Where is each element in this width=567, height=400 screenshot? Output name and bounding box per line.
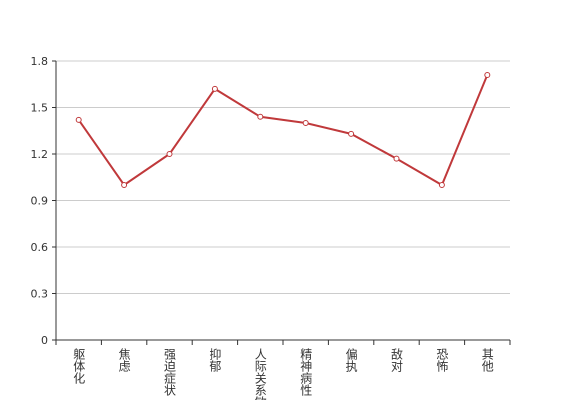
x-tick-label: 敌对 — [390, 347, 404, 372]
point — [121, 182, 128, 188]
y-tick-label: 0 — [41, 334, 48, 347]
y-tick-label: 0.9 — [31, 195, 49, 208]
x-tick-label: 抑郁 — [208, 347, 222, 373]
line — [77, 74, 489, 187]
x-tick-label: 精神病性 — [299, 348, 313, 397]
point — [75, 116, 82, 123]
point — [484, 71, 491, 78]
point — [393, 155, 400, 162]
point — [348, 130, 355, 137]
point — [166, 151, 173, 157]
point — [302, 120, 309, 126]
y-tick-label: 0.6 — [31, 241, 49, 254]
x-tick-label: 人际关系敏感 — [253, 348, 267, 400]
x-tick-label: 其他 — [480, 348, 494, 372]
x-tick-label: 恐怖 — [435, 348, 449, 372]
y-tick-label: 1.2 — [31, 148, 49, 161]
point — [257, 113, 264, 120]
x-tick-label: 焦虑 — [117, 348, 131, 372]
x-tick-label: 强迫症状 — [163, 348, 177, 396]
point — [438, 182, 445, 188]
y-tick-label: 1.8 — [31, 55, 49, 68]
x-tick-label: 躯体化 — [72, 347, 86, 385]
x-tick-label: 偏执 — [344, 347, 358, 373]
y-tick-label: 0.3 — [31, 288, 49, 301]
point — [211, 85, 218, 92]
y-tick-label: 1.5 — [31, 102, 49, 115]
